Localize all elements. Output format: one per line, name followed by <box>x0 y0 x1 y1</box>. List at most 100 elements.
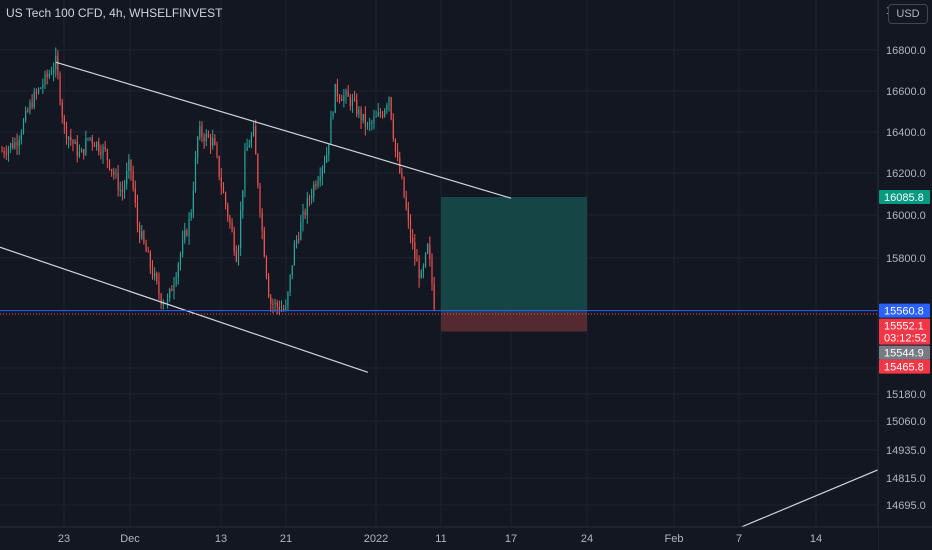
candle-body <box>209 137 212 146</box>
candle-body <box>403 176 405 197</box>
candle-body <box>317 180 319 187</box>
candle-body <box>351 99 354 106</box>
price-axis[interactable] <box>878 0 932 550</box>
candle-body <box>22 120 25 134</box>
candle-body <box>407 208 409 221</box>
y-tick-label: 15180.0 <box>886 389 926 401</box>
candle-body <box>405 196 407 209</box>
candle-body <box>424 253 427 266</box>
trendline-lower-channel[interactable] <box>0 246 369 373</box>
candle-body <box>280 308 283 311</box>
candle-body <box>240 210 242 248</box>
price-label-target-price[interactable] <box>879 189 930 204</box>
candle-body <box>261 213 263 231</box>
candle-body <box>364 113 366 127</box>
candle-body <box>356 99 358 115</box>
candle-body <box>20 133 22 140</box>
candle-body <box>214 138 216 145</box>
candle-body <box>276 302 278 307</box>
candle-body <box>18 139 20 147</box>
trendline-upper-channel[interactable] <box>55 61 512 199</box>
candle-body <box>50 73 53 75</box>
price-label-countdown[interactable] <box>879 330 930 345</box>
candle-body <box>212 138 214 146</box>
position-stop-zone[interactable] <box>441 312 587 332</box>
price-label-stop-price[interactable] <box>879 359 930 374</box>
candle-body <box>132 171 134 188</box>
candle-body <box>126 170 128 185</box>
x-tick-label: 24 <box>581 533 593 545</box>
x-tick-label: 7 <box>736 533 742 545</box>
candle-body <box>205 133 207 142</box>
candle-body <box>341 99 343 101</box>
candle-body <box>188 217 190 236</box>
price-label-blue-level-price[interactable] <box>879 303 930 318</box>
candle-body <box>147 251 149 253</box>
y-tick-label: 15060.0 <box>886 416 926 428</box>
candle-body <box>117 173 119 191</box>
x-tick-label: 17 <box>505 533 517 545</box>
candle-body <box>300 222 302 240</box>
candle-body <box>381 114 384 117</box>
candle-body <box>390 97 392 119</box>
candle-body <box>35 92 37 94</box>
candle-body <box>291 265 293 275</box>
candle-body <box>265 256 268 277</box>
y-tick-label: 16000.0 <box>886 210 926 222</box>
candle-body <box>78 152 80 156</box>
y-tick-label: 16600.0 <box>886 86 926 98</box>
candle-body <box>229 216 231 223</box>
candle-body <box>106 149 108 160</box>
y-tick-label: 16800.0 <box>886 45 926 57</box>
candle-body <box>371 122 373 124</box>
candle-body <box>418 261 420 279</box>
candle-body <box>85 138 87 155</box>
candle-body <box>76 141 78 156</box>
price-label-entry-price[interactable] <box>879 345 930 360</box>
candle-body <box>121 190 123 193</box>
candle-body <box>29 102 31 112</box>
candle-body <box>287 292 289 307</box>
x-tick-label: 14 <box>810 533 822 545</box>
candle-body <box>328 143 330 155</box>
y-tick-label: 14695.0 <box>886 500 926 512</box>
candle-body <box>156 273 158 282</box>
candle-body <box>98 142 100 152</box>
trendline-rising-line[interactable] <box>738 469 879 529</box>
position-target-zone[interactable] <box>441 196 587 313</box>
candle-body <box>354 99 356 101</box>
x-tick-label: 11 <box>435 533 446 545</box>
candle-body <box>379 112 381 115</box>
candle-body <box>298 239 300 241</box>
candle-body <box>414 242 416 259</box>
price-label-last-price[interactable] <box>879 318 930 333</box>
candle-body <box>80 149 83 153</box>
candle-body <box>420 271 422 279</box>
candle-body <box>57 55 59 75</box>
currency-button[interactable]: USD <box>888 4 928 24</box>
candle-body <box>272 303 274 305</box>
candle-body <box>192 190 194 213</box>
candle-body <box>40 87 42 89</box>
candle-body <box>44 73 46 85</box>
candle-body <box>285 306 287 310</box>
candle-body <box>96 142 98 147</box>
candle-body <box>343 95 345 101</box>
candle-body <box>295 239 298 244</box>
candle-body <box>139 225 141 239</box>
candle-body <box>16 142 18 147</box>
candle-body <box>27 110 29 112</box>
candle-body <box>141 231 143 239</box>
candle-body <box>227 204 229 217</box>
candle-body <box>65 125 68 140</box>
candle-body <box>311 196 313 199</box>
candle-body <box>128 160 130 171</box>
candle-body <box>416 258 418 262</box>
time-axis[interactable] <box>0 527 878 550</box>
candle-body <box>3 151 5 154</box>
candle-body <box>151 267 154 277</box>
candle-body <box>14 142 16 149</box>
candle-body <box>255 126 257 155</box>
